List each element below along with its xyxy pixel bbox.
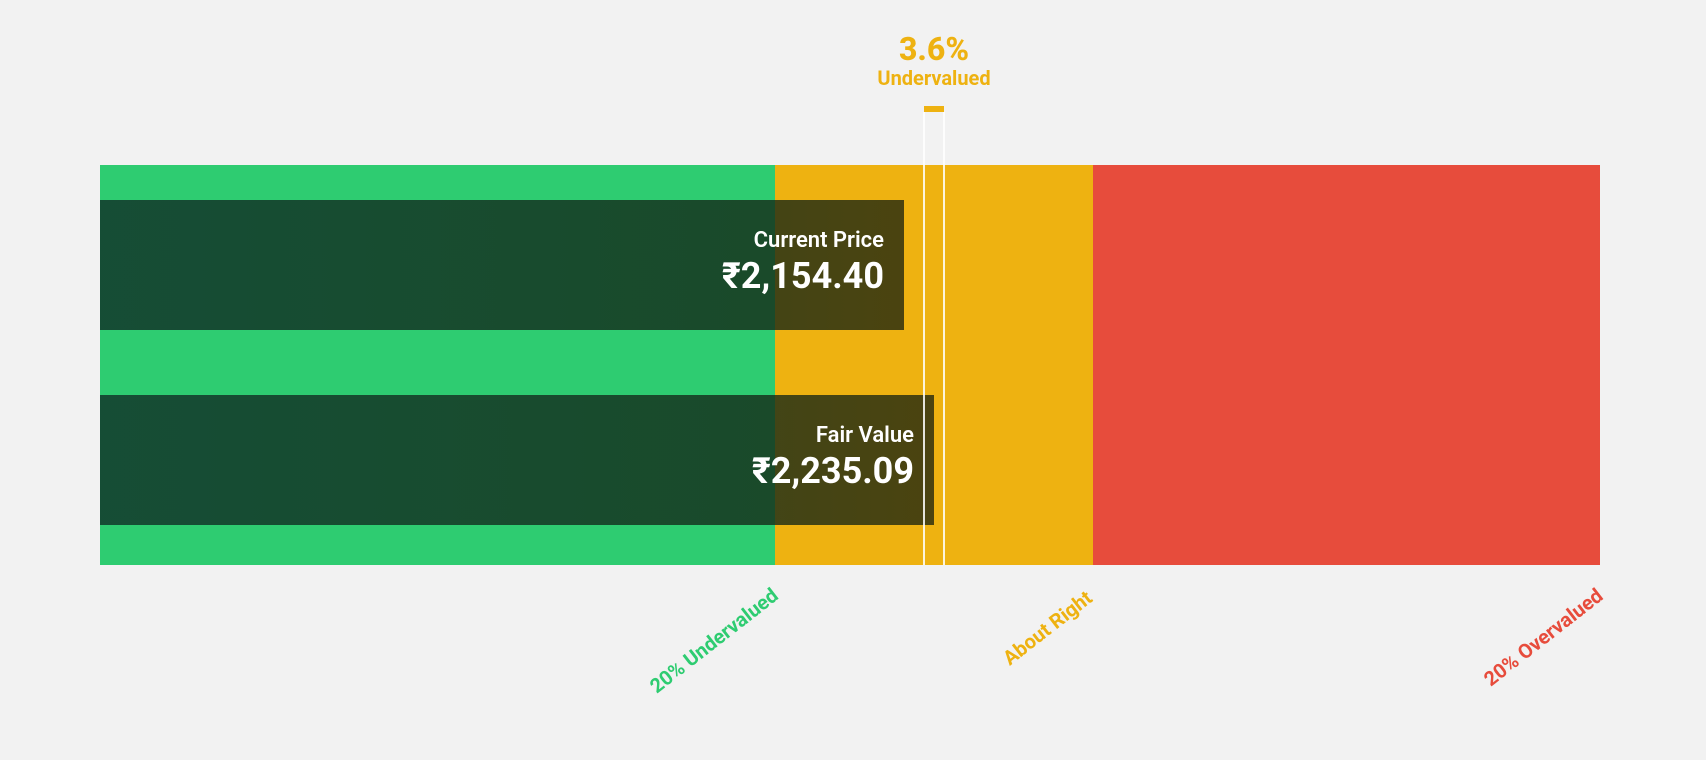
- valuation-chart: Current Price₹2,154.40 Fair Value₹2,235.0…: [100, 165, 1600, 565]
- bar-label-current_price: Current Price₹2,154.40: [722, 228, 884, 297]
- bar-value-fair_value: ₹2,235.09: [752, 450, 914, 492]
- axis-label-undervalued: 20% Undervalued: [645, 583, 783, 698]
- indicator-guideline-1: [923, 112, 925, 565]
- zone-overvalued: [1093, 165, 1600, 565]
- indicator-guideline-2: [943, 112, 945, 565]
- bar-caption-fair_value: Fair Value: [752, 423, 914, 448]
- bar-label-fair_value: Fair Value₹2,235.09: [752, 423, 914, 492]
- bar-caption-current_price: Current Price: [722, 228, 884, 253]
- bar-value-current_price: ₹2,154.40: [722, 255, 884, 297]
- indicator-percent: 3.6%: [834, 30, 1034, 68]
- axis-label-overvalued: 20% Overvalued: [1479, 583, 1607, 691]
- bar-fair_value: Fair Value₹2,235.09: [100, 395, 934, 525]
- indicator-tick: [924, 106, 944, 112]
- valuation-indicator: 3.6%Undervalued: [834, 30, 1034, 90]
- axis-label-about_right: About Right: [998, 586, 1097, 670]
- bar-current_price: Current Price₹2,154.40: [100, 200, 904, 330]
- indicator-status: Undervalued: [834, 66, 1034, 90]
